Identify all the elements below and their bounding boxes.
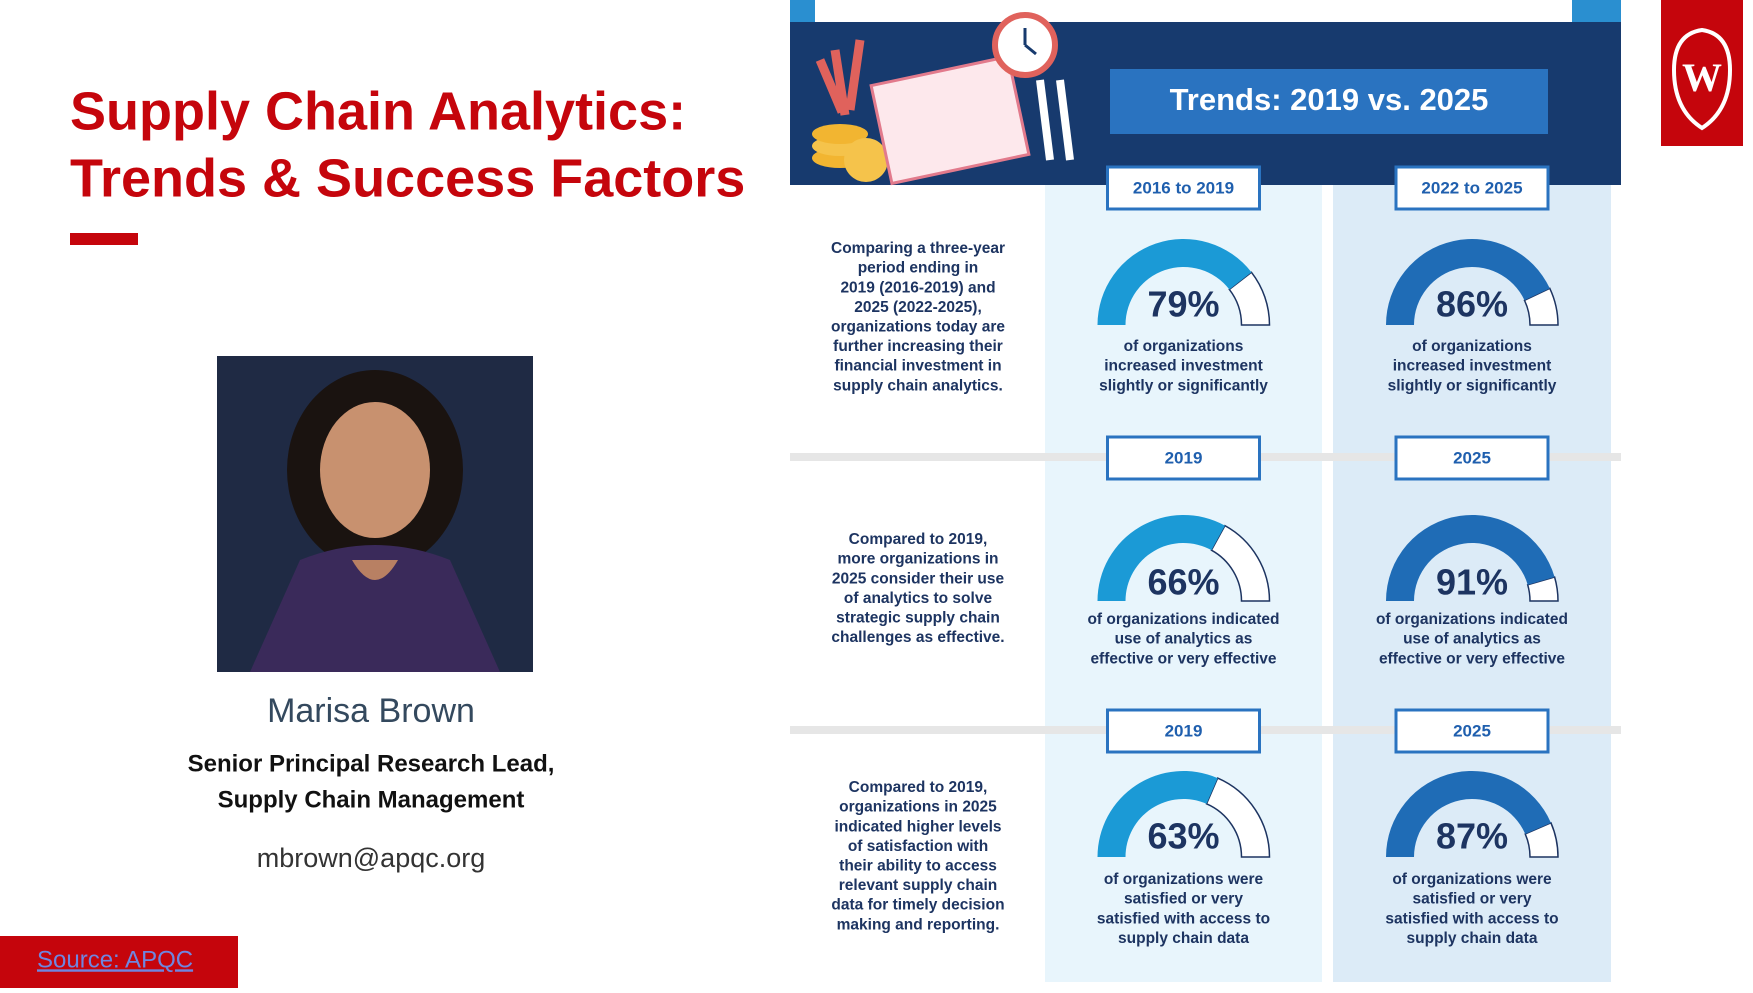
row-description: their ability to access [839, 857, 997, 874]
gauge-label: 87% [1436, 816, 1508, 857]
gauge-label: 79% [1147, 284, 1219, 325]
row-description: period ending in [858, 260, 979, 277]
presenter-email: mbrown@apqc.org [257, 843, 486, 873]
row-description: Compared to 2019, [849, 779, 988, 796]
period-label: 2016 to 2019 [1133, 178, 1234, 197]
row-description: data for timely decision [831, 897, 1004, 914]
gauge-caption: satisfied or very [1124, 891, 1243, 908]
svg-text:W: W [1682, 55, 1722, 100]
period-label: 2025 [1453, 448, 1491, 467]
row-description: more organizations in [837, 551, 998, 568]
gauge-caption: supply chain data [1118, 930, 1249, 947]
row-description: relevant supply chain [839, 877, 998, 894]
row-description: organizations today are [831, 318, 1005, 335]
period-tab [1106, 708, 1261, 754]
gauge-fill [1386, 239, 1550, 325]
gauge-caption: of organizations indicated [1087, 611, 1279, 628]
gauge-fill [1386, 771, 1551, 857]
presenter-role: Supply Chain Management [218, 786, 525, 813]
gauge-label: 66% [1147, 562, 1219, 603]
gauge-caption: slightly or significantly [1388, 377, 1557, 394]
row-description: indicated higher levels [834, 818, 1001, 835]
gauge-caption: of organizations [1412, 338, 1532, 355]
gauge-caption: supply chain data [1407, 930, 1538, 947]
source-link[interactable]: Source: APQC [37, 946, 193, 973]
gauge-caption: satisfied with access to [1097, 910, 1270, 927]
period-tab [1106, 165, 1261, 211]
row-description: 2025 (2022-2025), [854, 299, 982, 316]
gauge-caption: increased investment [1393, 358, 1552, 375]
gauge-track [1524, 821, 1559, 858]
row-description: 2019 (2016-2019) and [840, 279, 995, 296]
row-description: making and reporting. [837, 916, 1000, 933]
gauge-fill [1097, 515, 1225, 601]
row-description: challenges as effective. [831, 629, 1004, 646]
gauge-caption: use of analytics as [1403, 631, 1541, 648]
gauge-track [1228, 271, 1271, 326]
presenter-photo [217, 356, 533, 672]
gauge-fill [1097, 771, 1218, 857]
period-label: 2022 to 2025 [1421, 178, 1522, 197]
slide-title: Supply Chain Analytics: [70, 81, 686, 141]
row-description: strategic supply chain [836, 609, 1000, 626]
gauge-caption: of organizations were [1392, 871, 1552, 888]
gauge-fill [1097, 238, 1252, 325]
gauge-label: 63% [1147, 816, 1219, 857]
row-description: Compared to 2019, [849, 531, 988, 548]
panel-background [1045, 461, 1322, 726]
row-description: further increasing their [833, 338, 1003, 355]
gauge-caption: effective or very effective [1090, 650, 1276, 667]
presenter-name: Marisa Brown [267, 692, 475, 730]
period-tab [1394, 708, 1550, 754]
gauge-caption: satisfied with access to [1385, 910, 1558, 927]
gauge-caption: of organizations indicated [1376, 611, 1568, 628]
gauge-track [1523, 287, 1559, 326]
gauge-track [1526, 576, 1559, 602]
period-tab [1394, 435, 1550, 481]
row-description: financial investment in [834, 358, 1001, 375]
top-strip-inner [815, 0, 1572, 22]
title-underline [70, 233, 138, 245]
period-tab [1106, 435, 1261, 481]
gauge-label: 86% [1436, 284, 1508, 325]
gauge-caption: use of analytics as [1115, 631, 1253, 648]
university-logo: W [1661, 0, 1743, 146]
presenter-role: Senior Principal Research Lead, [188, 750, 555, 777]
gauge-caption: increased investment [1104, 358, 1263, 375]
row-description: organizations in 2025 [839, 799, 997, 816]
gauge-track [1205, 777, 1271, 858]
period-label: 2019 [1165, 448, 1203, 467]
row-description: of satisfaction with [848, 838, 988, 855]
source-box [0, 936, 238, 988]
period-tab [1394, 165, 1550, 211]
period-label: 2025 [1453, 721, 1491, 740]
gauge-fill [1386, 515, 1555, 601]
row-description: 2025 consider their use [832, 570, 1005, 587]
row-description: of analytics to solve [844, 590, 993, 607]
slide-title: Trends & Success Factors [70, 148, 745, 208]
row-description: supply chain analytics. [833, 377, 1003, 394]
gauge-caption: of organizations [1124, 338, 1244, 355]
panel-background [1333, 185, 1611, 453]
period-label: 2019 [1165, 721, 1203, 740]
row-description: Comparing a three-year [831, 240, 1005, 257]
gauge-track [1210, 524, 1271, 602]
gauge-caption: of organizations were [1104, 871, 1264, 888]
gauge-caption: slightly or significantly [1099, 377, 1268, 394]
header-illustration [812, 12, 1074, 186]
infographic-title-box [1110, 69, 1548, 134]
panel-background [1333, 461, 1611, 726]
panel-background [1045, 185, 1322, 453]
gauge-caption: effective or very effective [1379, 650, 1565, 667]
infographic-title: Trends: 2019 vs. 2025 [1170, 82, 1489, 117]
gauge-label: 91% [1436, 562, 1508, 603]
gauge-caption: satisfied or very [1413, 891, 1532, 908]
